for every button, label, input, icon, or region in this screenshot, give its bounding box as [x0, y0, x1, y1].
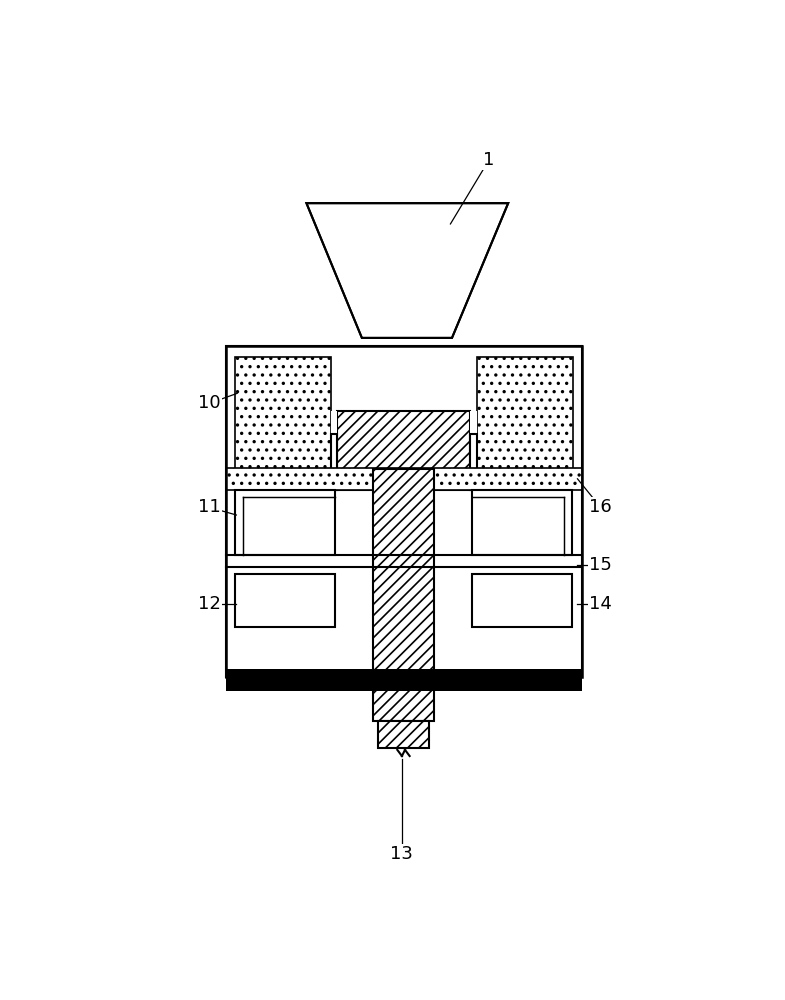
Bar [235, 490, 335, 555]
Text: 1: 1 [484, 151, 495, 169]
Text: 13: 13 [390, 845, 414, 863]
Text: 14: 14 [590, 595, 612, 613]
Bar [225, 669, 582, 691]
Bar [225, 468, 582, 490]
Bar [235, 574, 335, 627]
Bar [378, 721, 429, 748]
Bar [472, 574, 572, 627]
Text: 10: 10 [198, 394, 221, 412]
Text: 12: 12 [198, 595, 221, 613]
Polygon shape [306, 203, 508, 338]
Bar [331, 434, 338, 490]
Bar [469, 411, 476, 490]
Bar [331, 411, 338, 490]
Bar [225, 346, 582, 677]
Text: 11: 11 [198, 498, 221, 516]
Bar [338, 411, 469, 490]
Bar [235, 357, 331, 469]
Bar [472, 490, 572, 555]
Bar [469, 434, 476, 490]
Bar [476, 357, 573, 469]
Bar [373, 469, 434, 721]
Bar [225, 346, 582, 677]
Text: 16: 16 [590, 498, 612, 516]
Text: 15: 15 [590, 556, 612, 574]
